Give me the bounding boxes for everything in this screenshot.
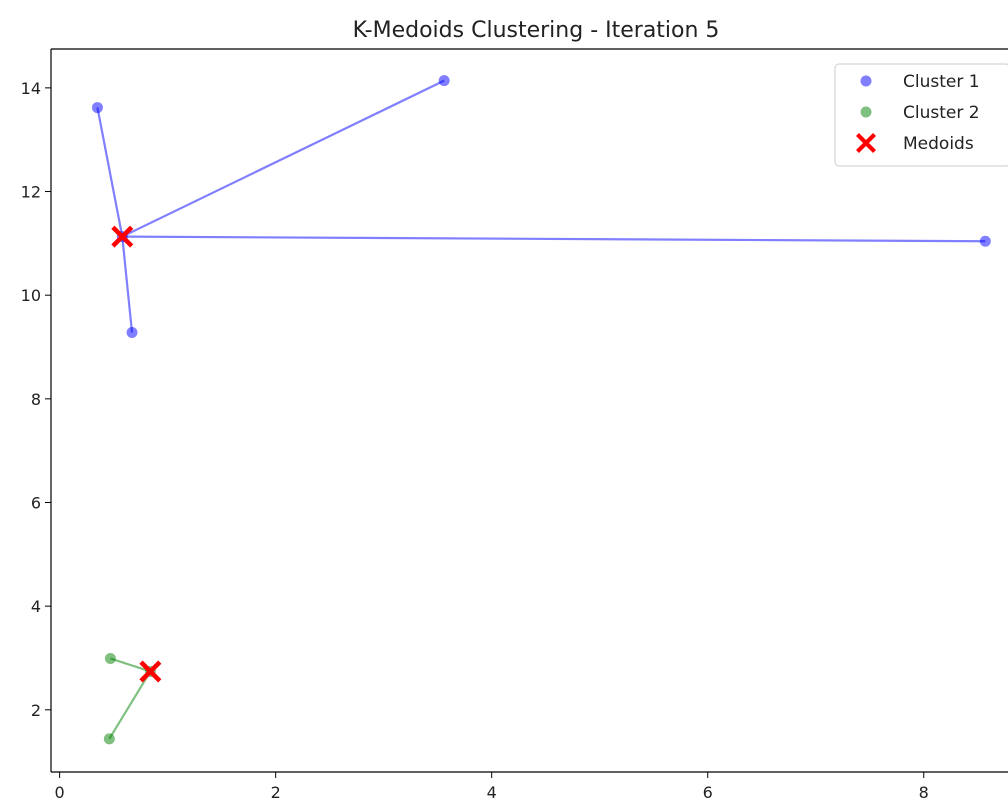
y-tick-label: 4 [31,597,41,616]
x-tick-label: 0 [55,783,65,802]
x-tick-label: 6 [703,783,713,802]
legend-marker [856,133,876,153]
legend: Cluster 1 Cluster 2 Medoids [834,63,1008,167]
legend-label: Cluster 2 [903,103,980,123]
medoid-marker [139,660,162,683]
y-tick-label: 12 [21,183,41,202]
x-tick-label: 4 [487,783,497,802]
cluster-1-point [91,102,103,114]
y-tick-label: 14 [21,79,41,98]
cluster-1-point [126,326,138,338]
legend-marker [860,75,872,87]
plot-area [50,48,1008,773]
y-tick-label: 2 [31,701,41,720]
cluster-1-link-line [121,236,134,333]
y-tick-label: 10 [21,286,41,305]
cluster-1-point [438,75,450,87]
cluster-2-link-line [108,670,152,740]
y-tick-label: 6 [31,493,41,512]
legend-label: Cluster 1 [903,72,980,92]
chart-title: K-Medoids Clustering - Iteration 5 [353,18,720,43]
y-tick-label: 8 [31,390,41,409]
cluster-1-link-line [96,107,124,237]
medoid-marker [111,225,134,248]
cluster-2-point [104,652,116,664]
x-tick-label: 8 [919,783,929,802]
cluster-2-point [103,733,115,745]
cluster-1-link-line [122,235,986,243]
legend-marker [860,106,872,118]
x-axis: 0 2 4 6 8 [55,772,929,802]
cluster-2-link-line [110,657,151,673]
y-axis: 2 4 6 8 10 12 14 [21,79,51,720]
x-tick-label: 2 [271,783,281,802]
legend-box [834,63,1008,167]
cluster-1-link-line [121,79,445,238]
legend-label: Medoids [903,134,974,154]
cluster-1-point [979,235,991,247]
